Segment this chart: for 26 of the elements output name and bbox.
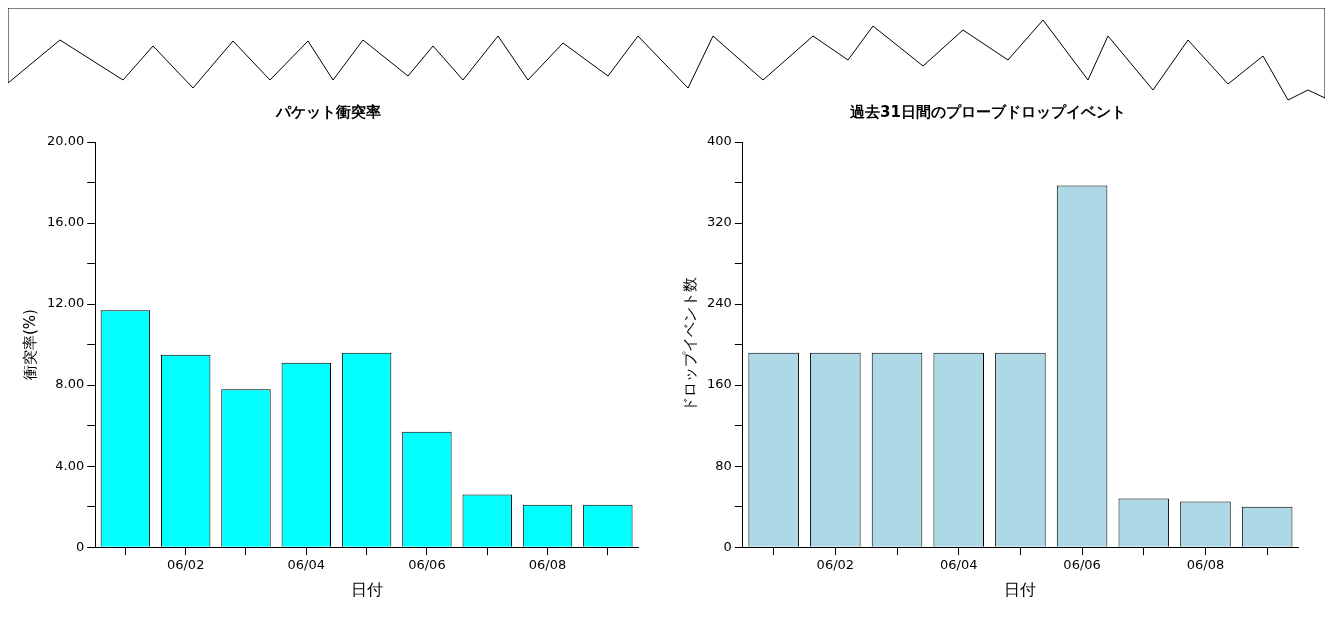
y-tick-label: 16.00	[47, 214, 85, 230]
y-tick-label: 20.00	[47, 133, 85, 149]
chart-title: パケット衝突率	[274, 102, 381, 121]
x-tick-label: 06/02	[166, 557, 205, 573]
x-tick-label: 06/08	[1186, 557, 1225, 573]
y-tick-label: 12.00	[47, 295, 85, 311]
y-axis-title: ドロップイベント数	[680, 277, 699, 413]
x-axis-title: 日付	[350, 579, 383, 599]
y-tick-label: 240	[706, 295, 732, 311]
x-tick-label: 06/04	[939, 557, 978, 573]
y-axis-title: 衝突率(%)	[20, 309, 39, 381]
y-tick-label: 320	[706, 214, 732, 230]
y-tick-label: 160	[706, 376, 732, 392]
y-tick-label: 400	[706, 133, 732, 149]
x-tick-label: 06/06	[1063, 557, 1101, 573]
chart-title: 過去31日間のプローブドロップイベント	[849, 102, 1126, 121]
x-tick-label: 06/06	[408, 557, 446, 573]
x-axis-title: 日付	[1004, 579, 1037, 599]
y-tick-label: 0	[723, 538, 732, 554]
x-tick-label: 06/08	[528, 557, 567, 573]
y-tick-label: 4.00	[55, 457, 85, 473]
y-tick-label: 0	[75, 538, 85, 554]
x-tick-label: 06/02	[816, 557, 855, 573]
y-tick-label: 80	[715, 457, 732, 473]
x-tick-label: 06/04	[287, 557, 326, 573]
y-tick-label: 8.00	[55, 376, 85, 392]
